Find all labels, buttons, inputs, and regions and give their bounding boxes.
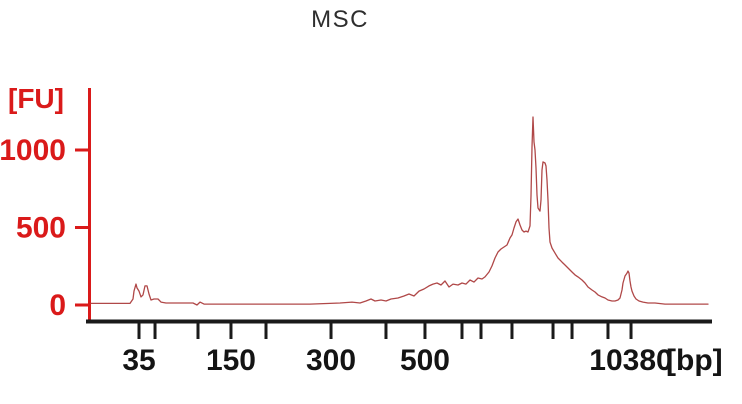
x-tick-label: 500 bbox=[400, 344, 450, 377]
y-tick-label: 0 bbox=[49, 289, 66, 322]
x-tick-label: 35 bbox=[122, 344, 155, 377]
y-tick-label: 500 bbox=[16, 212, 66, 245]
chart-dynamic-layer: 0 500 1000 35 150 300 500 10380 bbox=[0, 116, 709, 377]
x-tick-label: 150 bbox=[206, 344, 256, 377]
x-tick-label: 300 bbox=[306, 344, 356, 377]
x-tick-label: 10380 bbox=[589, 344, 672, 377]
fu-axis-label: [FU] bbox=[8, 83, 64, 114]
y-tick-label: 1000 bbox=[0, 134, 66, 167]
chart-title: MSC bbox=[311, 6, 369, 33]
bp-axis-label: [bp] bbox=[666, 344, 723, 377]
signal-trace bbox=[90, 116, 709, 306]
